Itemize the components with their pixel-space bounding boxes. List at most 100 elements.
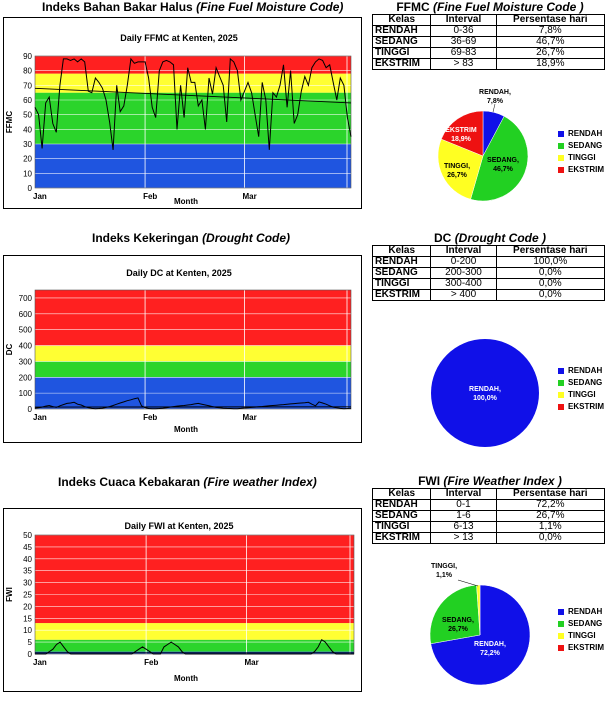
pie-slice-label-ekstrim: 18,9% [451, 136, 472, 143]
pie-slice-label-rendah: 7,8% [487, 98, 504, 105]
chart-plot-frame [34, 55, 352, 189]
dc-class-table: Kelas Interval Persentase hari RENDAH 0-200 1… [371, 245, 606, 301]
pie-slice-label-rendah: RENDAH, [474, 641, 506, 648]
chart-y-tick-label: 50 [23, 531, 32, 540]
table-header-interval: Interval [430, 245, 497, 257]
pie-leader-line [492, 103, 496, 113]
dc-table-title: DC (Drought Code ) [372, 231, 608, 245]
table-cell-kelas: TINGGI [371, 521, 432, 533]
legend-item-sedang: SEDANG [558, 377, 604, 389]
dc-table-title-italic: (Drought Code ) [454, 231, 546, 245]
legend-label: RENDAH [568, 129, 603, 138]
ffmc-chart: 0 10 20 30 40 50 60 70 80 90 Jan Feb Mar Daily FFMC a… [3, 17, 362, 209]
fwi-section-title: Indeks Cuaca Kebakaran (Fire weather Ind… [58, 475, 317, 489]
table-cell-persen: 46,7% [495, 36, 606, 48]
table-cell-kelas: TINGGI [371, 47, 432, 59]
chart-y-axis-label: FWI [5, 587, 14, 602]
table-cell-kelas: SEDANG [371, 36, 432, 48]
fwi-table-title-italic: (Fire Weather Index ) [443, 474, 562, 488]
table-cell-interval: 0-36 [430, 25, 497, 37]
pie-slice-label-rendah: RENDAH, [469, 386, 501, 393]
pie-slice-label-tinggi: TINGGI, [431, 563, 457, 570]
pie-slice-label-tinggi: 1,1% [436, 572, 453, 579]
table-header-persentase: Persentase hari [495, 488, 606, 500]
table-cell-interval: 0-1 [430, 499, 497, 511]
table-cell-interval: 69-83 [430, 47, 497, 59]
pie-slice-rendah [430, 584, 531, 686]
chart-band-tinggi [35, 623, 354, 640]
table-cell-kelas: EKSTRIM [371, 532, 432, 544]
chart-y-tick-label: 25 [23, 591, 32, 600]
table-cell-interval: 6-13 [430, 521, 497, 533]
chart-y-tick-label: 45 [23, 543, 32, 552]
dc-pie-chart: RENDAH, 100,0% [431, 339, 539, 447]
table-cell-persen: 26,7% [495, 510, 606, 522]
chart-y-tick-label: 50 [23, 111, 32, 120]
chart-y-tick-label: 300 [19, 357, 33, 366]
dc-chart: 0 100 200 300 400 500 600 700 Jan Feb Mar Daily DC … [3, 255, 362, 443]
legend-item-ekstrim: EKSTRIM [558, 642, 604, 654]
legend-item-tinggi: TINGGI [558, 630, 604, 642]
table-row: TINGGI 300-400 0,0% [371, 278, 606, 290]
pie-slice-ekstrim [440, 110, 484, 157]
table-row: RENDAH 0-200 100,0% [371, 256, 606, 268]
chart-y-tick-label: 200 [19, 373, 33, 382]
pie-slice-label-rendah: RENDAH, [479, 89, 511, 96]
table-cell-persen: 1,1% [495, 521, 606, 533]
chart-y-tick-label: 35 [23, 567, 32, 576]
chart-x-tick-label: Mar [242, 413, 256, 422]
chart-y-tick-label: 100 [19, 389, 33, 398]
chart-y-tick-label: 30 [23, 579, 32, 588]
ffmc-section-title: Indeks Bahan Bakar Halus (Fine Fuel Mois… [42, 0, 343, 14]
ffmc-table-title: FFMC (Fine Fuel Moisture Code ) [372, 0, 608, 14]
fwi-chart-svg: 0 5 10 15 20 25 30 35 40 45 50 Jan Feb Mar Daily FWI a… [5, 521, 355, 683]
pie-slice-label-rendah: 100,0% [473, 395, 498, 402]
legend-swatch [558, 391, 564, 398]
pie-slice-rendah [431, 339, 539, 447]
table-cell-persen: 0,0% [495, 289, 606, 301]
chart-y-tick-label: 20 [23, 602, 32, 611]
legend-item-rendah: RENDAH [558, 606, 604, 618]
legend-item-tinggi: TINGGI [558, 152, 604, 164]
table-cell-interval: 0-200 [430, 256, 497, 268]
ffmc-title-italic: (Fine Fuel Moisture Code) [196, 0, 344, 14]
ffmc-pie-legend: RENDAH SEDANG TINGGI EKSTRIM [558, 128, 604, 176]
legend-label: SEDANG [568, 619, 603, 628]
table-row: EKSTRIM > 400 0,0% [371, 289, 606, 301]
chart-y-axis-label: DC [5, 344, 14, 356]
table-cell-interval: > 13 [430, 532, 497, 544]
dc-pie-legend: RENDAH SEDANG TINGGI EKSTRIM [558, 365, 604, 413]
legend-swatch [558, 166, 564, 173]
legend-label: RENDAH [568, 366, 603, 375]
dc-table-title-main: DC [434, 231, 452, 245]
legend-swatch [558, 367, 564, 374]
table-header-persentase: Persentase hari [495, 14, 606, 26]
pie-slice-tinggi [437, 138, 484, 200]
chart-series-line [34, 57, 352, 150]
legend-item-rendah: RENDAH [558, 365, 604, 377]
legend-label: TINGGI [568, 631, 596, 640]
legend-label: TINGGI [568, 153, 596, 162]
table-cell-interval: 200-300 [430, 267, 497, 279]
chart-y-tick-label: 700 [19, 294, 33, 303]
table-cell-interval: 1-6 [430, 510, 497, 522]
table-header-kelas: Kelas [371, 488, 432, 500]
ffmc-pie-chart: RENDAH, 7,8% SEDANG, 46,7% TINGGI, 26,7% EKSTR… [437, 89, 529, 202]
pie-slice-label-sedang: 26,7% [448, 626, 469, 633]
chart-y-axis-label: FFMC [5, 111, 14, 133]
chart-x-tick-label: Mar [242, 192, 256, 201]
pie-slice-label-ekstrim: EKSTRIM [445, 127, 477, 134]
ffmc-chart-svg: 0 10 20 30 40 50 60 70 80 90 Jan Feb Mar Daily FFMC a… [5, 33, 352, 206]
legend-label: SEDANG [568, 378, 603, 387]
chart-y-tick-label: 15 [23, 614, 32, 623]
pie-leader-line [457, 579, 479, 587]
dc-chart-svg: 0 100 200 300 400 500 600 700 Jan Feb Mar Daily DC … [5, 268, 352, 434]
chart-band-tinggi [35, 345, 351, 362]
chart-series-line [34, 397, 352, 410]
legend-swatch [558, 620, 564, 627]
table-header-interval: Interval [430, 14, 497, 26]
chart-trend-line [34, 87, 352, 104]
chart-x-tick-label: Feb [143, 192, 157, 201]
table-cell-interval: 300-400 [430, 278, 497, 290]
table-cell-persen: 72,2% [495, 499, 606, 511]
